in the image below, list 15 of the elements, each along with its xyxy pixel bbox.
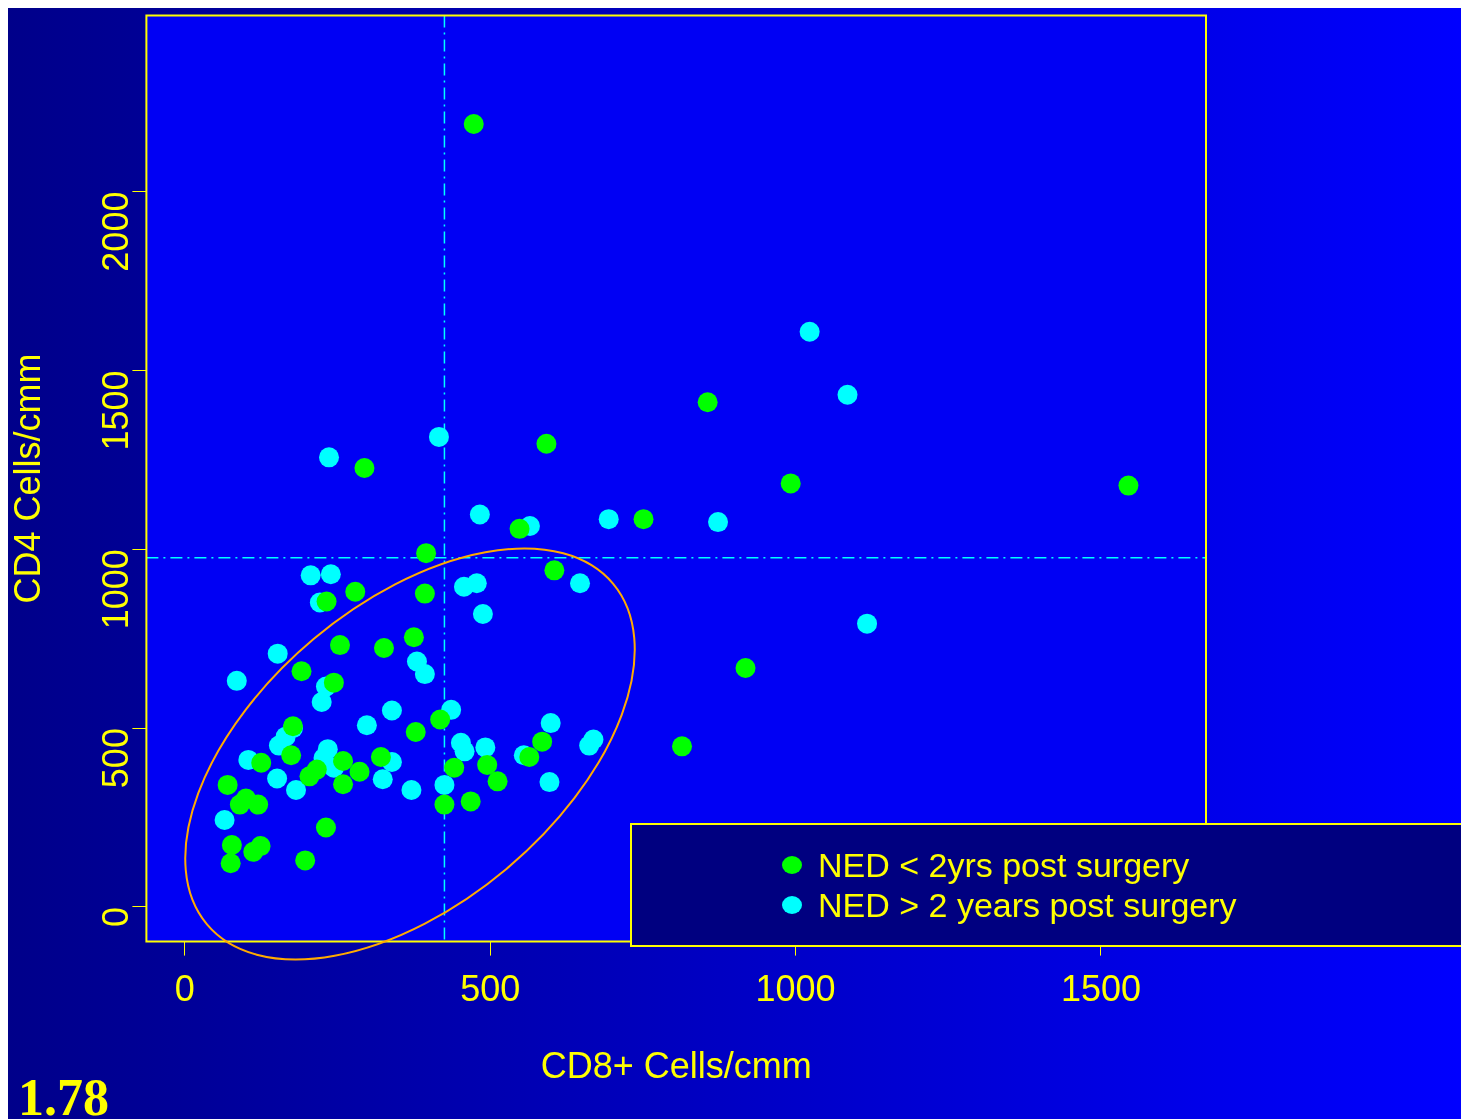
y-tick-label: 2000 <box>95 191 137 272</box>
x-tick-label: 1500 <box>1060 968 1141 1010</box>
x-tick-label: 1000 <box>755 968 836 1010</box>
y-tick-label: 500 <box>95 728 137 789</box>
y-tick-label: 1500 <box>95 370 137 451</box>
legend-panel: NED < 2yrs post surgery NED > 2 years post surgery <box>630 823 1461 947</box>
legend-label: NED < 2yrs post surgery <box>818 845 1190 885</box>
x-axis-title: CD8+ Cells/cmm <box>540 1045 812 1087</box>
text: 1.78 <box>18 1068 109 1119</box>
x-tick-label: 500 <box>460 968 521 1010</box>
x-tick-label: 0 <box>174 968 195 1010</box>
y-tick-label: 1000 <box>95 549 137 630</box>
y-tick-label: 0 <box>95 906 137 927</box>
y-axis-title: CD4 Cells/cmm <box>6 353 48 604</box>
legend-label: NED > 2 years post surgery <box>818 885 1237 925</box>
